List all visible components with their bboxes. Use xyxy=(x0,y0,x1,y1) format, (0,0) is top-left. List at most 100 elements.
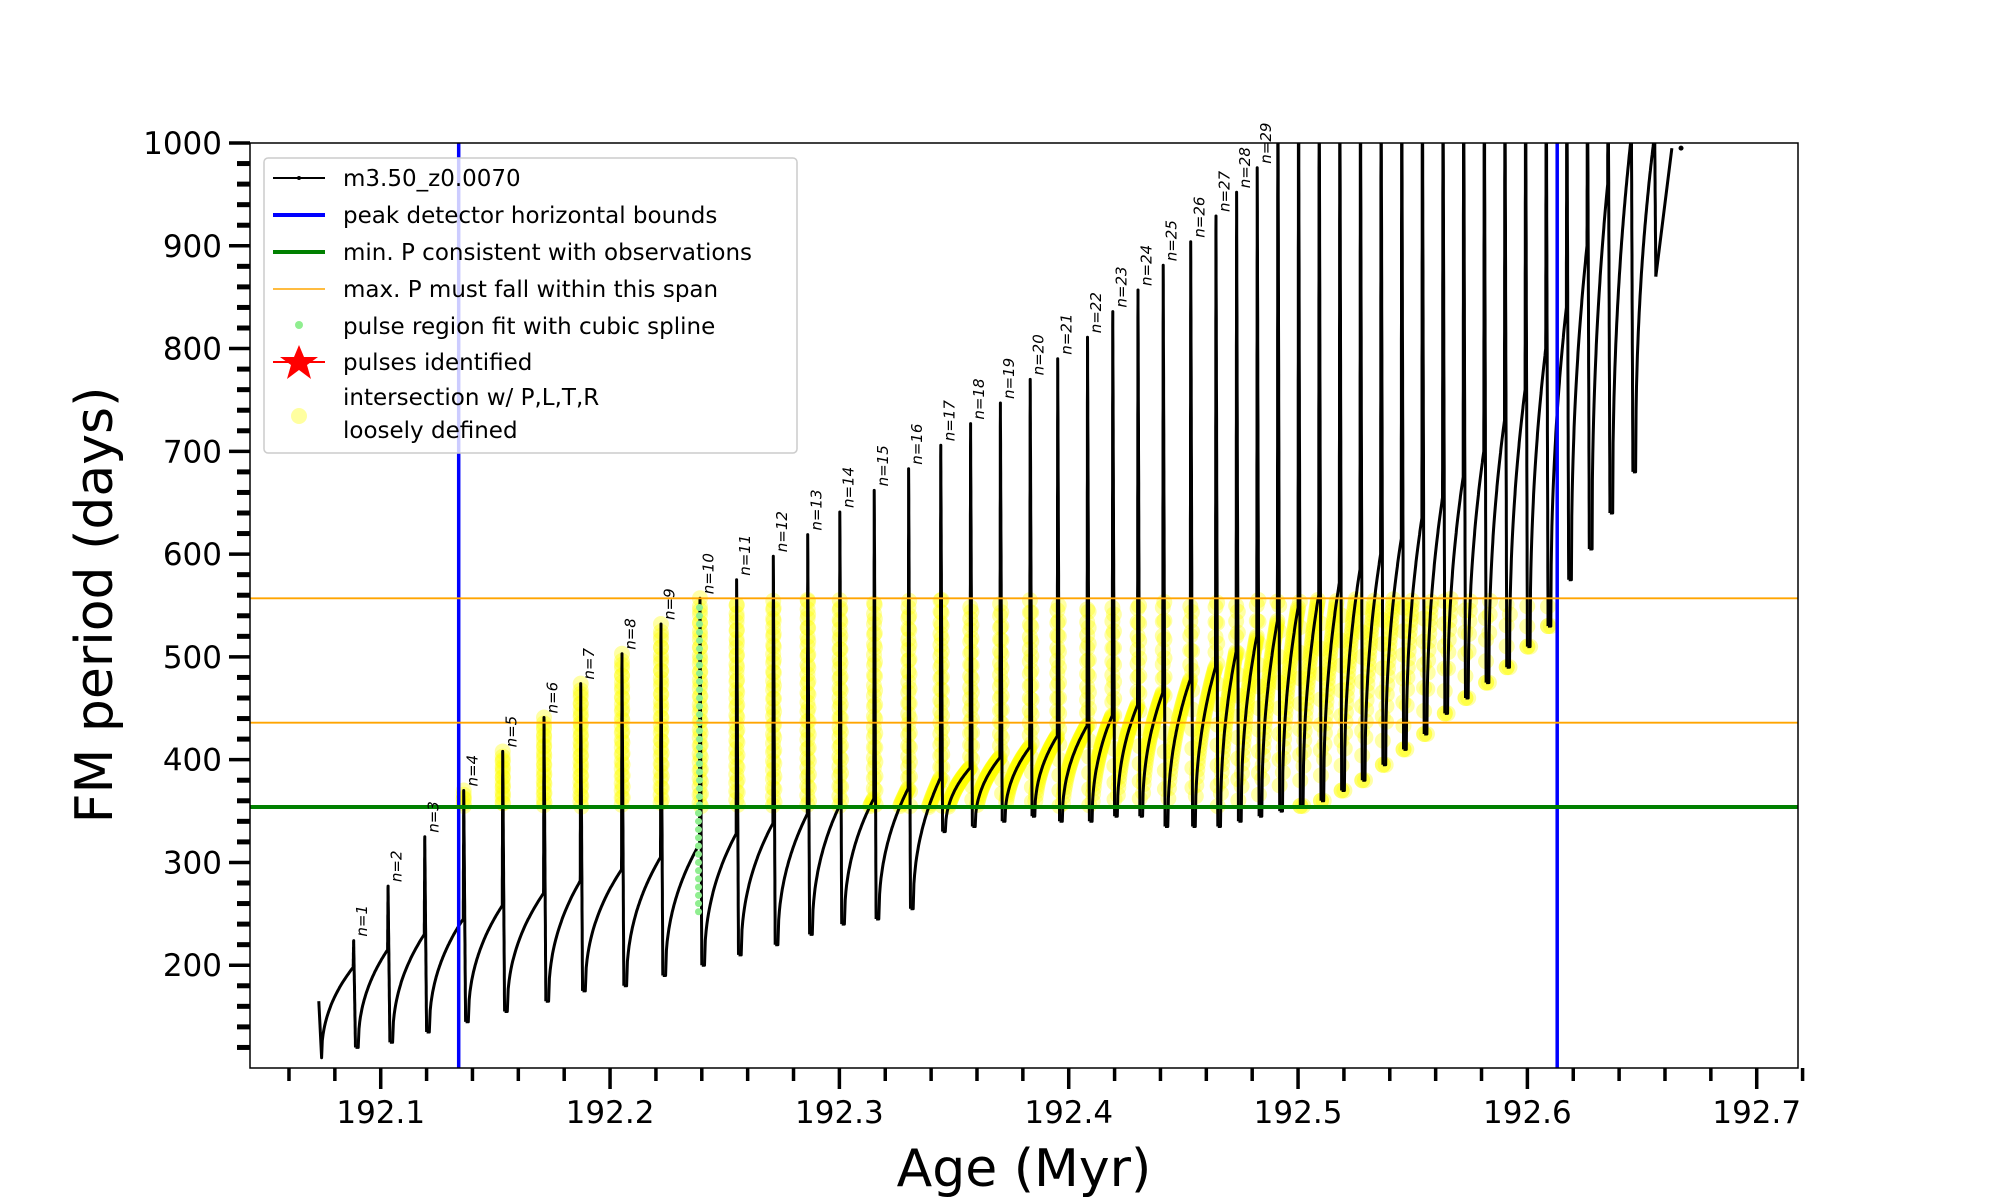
star-icon xyxy=(280,345,318,379)
series-m3.50_z0.0070 xyxy=(317,143,1684,1060)
y-tick-label: 900 xyxy=(163,229,222,265)
pulse-label: n=20 xyxy=(1030,334,1048,375)
pulse-label: n=11 xyxy=(736,535,754,576)
x-tick-label: 192.5 xyxy=(1254,1095,1343,1131)
pulse-label: n=5 xyxy=(502,716,520,748)
spline-point xyxy=(694,817,702,825)
series-segment xyxy=(809,510,844,936)
series-segment xyxy=(1527,143,1550,649)
x-axis-label: Age (Myr) xyxy=(897,1139,1152,1199)
spline-point xyxy=(695,752,703,760)
spline-point xyxy=(695,620,703,628)
series-segment xyxy=(545,682,584,1003)
spline-point xyxy=(695,735,703,743)
spline-point xyxy=(695,702,703,710)
spline-point xyxy=(694,883,702,891)
legend-marker-dot xyxy=(291,408,307,424)
pulse-label: n=16 xyxy=(908,424,926,465)
spline-point xyxy=(695,694,703,702)
legend-label: pulse region fit with cubic spline xyxy=(343,314,715,340)
pulse-label: n=8 xyxy=(622,618,640,650)
series-segment xyxy=(1506,143,1529,669)
series-segment xyxy=(1259,143,1282,818)
series-segment xyxy=(942,422,974,834)
y-tick-label: 300 xyxy=(163,845,222,881)
pulse-label: n=19 xyxy=(1000,358,1018,399)
series-segment xyxy=(1341,143,1364,792)
spline-markers xyxy=(694,604,703,916)
series-segment xyxy=(1279,143,1302,813)
series-segment xyxy=(1382,143,1405,767)
series-segment xyxy=(317,939,357,1060)
series-segment xyxy=(841,488,878,926)
pulse-label: n=2 xyxy=(388,850,406,882)
series-segment xyxy=(1589,143,1612,551)
series-point xyxy=(1678,145,1684,151)
pulse-label: n=13 xyxy=(807,489,825,530)
y-tick-label: 600 xyxy=(163,537,222,573)
legend-marker-dot xyxy=(295,321,303,329)
series-segment xyxy=(1321,143,1344,803)
spline-point xyxy=(695,686,703,694)
spline-point xyxy=(695,776,703,784)
pulse-label: n=1 xyxy=(353,905,371,937)
series-segment xyxy=(775,533,812,947)
axes: 192.1 192.2 192.3 192.4 192.5 192.6 192.7 200 30… xyxy=(143,126,1805,1131)
y-tick-label: 800 xyxy=(163,332,222,368)
series-segment xyxy=(1444,143,1467,715)
spline-point xyxy=(695,628,703,636)
legend: m3.50_z0.0070 peak detector horizontal b… xyxy=(263,157,798,454)
spline-point xyxy=(694,867,702,875)
spline-point xyxy=(694,891,702,899)
series-segment xyxy=(1192,214,1220,828)
pulse-label: n=23 xyxy=(1112,266,1130,307)
series-segment xyxy=(389,835,429,1044)
series-segment xyxy=(910,443,945,911)
pulse-label: n=24 xyxy=(1138,245,1156,286)
legend-entry-bounds: peak detector horizontal bounds xyxy=(273,203,717,229)
spline-point xyxy=(694,908,702,916)
series-segment xyxy=(355,884,392,1049)
spline-point xyxy=(694,826,702,834)
spline-point xyxy=(695,604,703,612)
pulse-labels: n=1 n=2 n=3 n=4 n=5 n=6 n=7 n=8 n=9 n=10 n=11 n=12 n… xyxy=(353,123,1275,937)
spline-point xyxy=(695,710,703,718)
plot-content xyxy=(250,143,1798,1068)
spline-point xyxy=(694,809,702,817)
series-segment xyxy=(426,789,468,1034)
legend-label: intersection w/ P,L,T,R xyxy=(343,385,599,411)
series-segment xyxy=(1424,143,1447,736)
pulse-label: n=6 xyxy=(544,682,562,714)
series-segment xyxy=(623,622,665,988)
pulse-label: n=14 xyxy=(839,467,857,508)
x-tick-label: 192.4 xyxy=(1024,1095,1113,1131)
spline-point xyxy=(695,784,703,792)
legend-label: m3.50_z0.0070 xyxy=(343,166,521,192)
pulse-label: n=25 xyxy=(1163,220,1181,261)
pulse-label: n=15 xyxy=(874,445,892,486)
series-segment xyxy=(1217,190,1240,828)
y-tick-label: 200 xyxy=(163,948,222,984)
spline-point xyxy=(695,636,703,644)
series-segment xyxy=(738,554,777,957)
pulse-label: n=7 xyxy=(580,648,598,680)
pulse-label: n=22 xyxy=(1087,292,1105,333)
series-segment xyxy=(1139,263,1167,827)
series-segment xyxy=(1486,143,1509,685)
legend-label: min. P consistent with observations xyxy=(343,240,752,266)
legend-label: peak detector horizontal bounds xyxy=(343,203,717,229)
series-segment xyxy=(1165,240,1195,828)
legend-box xyxy=(263,157,798,454)
series-segment xyxy=(1609,143,1635,515)
x-tick-label: 192.6 xyxy=(1483,1095,1572,1131)
series-segment xyxy=(465,749,507,1024)
series-segment xyxy=(1568,143,1591,582)
pulse-label: n=27 xyxy=(1216,170,1234,212)
pulse-label: n=9 xyxy=(661,588,679,620)
legend-label: max. P must fall within this span xyxy=(343,277,718,303)
series-segment xyxy=(582,652,626,993)
spline-point xyxy=(694,834,702,842)
series-segment xyxy=(1403,143,1426,751)
legend-label: pulses identified xyxy=(343,350,532,376)
spline-point xyxy=(695,793,703,801)
